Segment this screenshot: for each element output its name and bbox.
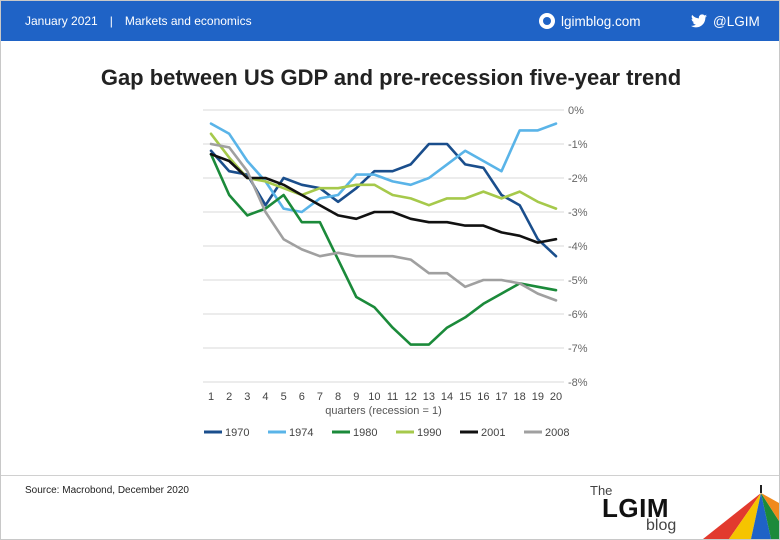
x-tick-label: 2 bbox=[226, 391, 232, 403]
legend-label-1970: 1970 bbox=[225, 427, 249, 439]
y-tick-label: -5% bbox=[568, 275, 588, 287]
x-tick-label: 20 bbox=[550, 391, 562, 403]
line-chart: 0%-1%-2%-3%-4%-5%-6%-7%-8%1 2 3 4 5 6 7 8 9 10 11 1… bbox=[203, 105, 588, 439]
site-link[interactable]: lgimblog.com bbox=[539, 9, 641, 33]
twitter-link[interactable]: @LGIM bbox=[691, 9, 760, 33]
y-tick-label: -3% bbox=[568, 207, 588, 219]
header-left: January 2021 | Markets and economics bbox=[25, 14, 252, 28]
x-tick-label: 10 bbox=[368, 391, 380, 403]
series-line-1974 bbox=[209, 122, 558, 214]
header-date: January 2021 bbox=[25, 14, 98, 28]
series-line-1990 bbox=[209, 132, 558, 210]
x-tick-label: 8 bbox=[335, 391, 341, 403]
x-tick-label: 4 bbox=[262, 391, 268, 403]
x-tick-label: 3 bbox=[244, 391, 250, 403]
y-tick-label: -6% bbox=[568, 309, 588, 321]
logo-lgim: LGIM bbox=[602, 493, 669, 523]
umbrella-icon bbox=[703, 485, 779, 539]
lgim-blog-logo: The LGIM blog bbox=[586, 481, 779, 539]
legend-label-2001: 2001 bbox=[481, 427, 505, 439]
x-tick-label: 1 bbox=[208, 391, 214, 403]
header-section[interactable]: Markets and economics bbox=[124, 14, 252, 28]
header-bar: January 2021 | Markets and economics lgimb… bbox=[1, 1, 779, 41]
x-axis-label: quarters (recession = 1) bbox=[325, 405, 441, 417]
legend-label-1990: 1990 bbox=[417, 427, 441, 439]
logo-the: The bbox=[590, 483, 613, 498]
globe-icon bbox=[539, 13, 555, 29]
twitter-handle: @LGIM bbox=[713, 13, 760, 29]
y-tick-label: -4% bbox=[568, 241, 588, 253]
y-tick-label: -2% bbox=[568, 173, 588, 185]
footer-divider bbox=[1, 475, 779, 476]
x-tick-label: 14 bbox=[441, 391, 453, 403]
x-tick-label: 7 bbox=[317, 391, 323, 403]
x-tick-label: 16 bbox=[477, 391, 489, 403]
legend-label-1974: 1974 bbox=[289, 427, 313, 439]
twitter-bird-icon bbox=[691, 14, 707, 28]
x-tick-label: 17 bbox=[495, 391, 507, 403]
x-tick-label: 12 bbox=[405, 391, 417, 403]
y-tick-label: -8% bbox=[568, 377, 588, 389]
y-tick-label: -1% bbox=[568, 139, 588, 151]
x-tick-label: 11 bbox=[387, 391, 398, 403]
x-tick-label: 5 bbox=[281, 391, 287, 403]
legend-label-1980: 1980 bbox=[353, 427, 377, 439]
x-tick-label: 19 bbox=[532, 391, 544, 403]
series-line-1970 bbox=[209, 142, 558, 258]
series-line-2001 bbox=[209, 152, 558, 244]
x-tick-label: 15 bbox=[459, 391, 471, 403]
x-tick-label: 13 bbox=[423, 391, 435, 403]
x-tick-label: 9 bbox=[353, 391, 359, 403]
site-label: lgimblog.com bbox=[561, 13, 641, 29]
chart-title: Gap between US GDP and pre-recession fiv… bbox=[100, 65, 682, 90]
x-tick-label: 6 bbox=[299, 391, 305, 403]
legend-label-2008: 2008 bbox=[545, 427, 569, 439]
header-separator: | bbox=[109, 14, 113, 28]
x-tick-label: 18 bbox=[514, 391, 526, 403]
series-line-1980 bbox=[209, 152, 558, 346]
series-line-2008 bbox=[209, 142, 558, 302]
source-note: Source: Macrobond, December 2020 bbox=[25, 485, 189, 496]
y-tick-label: 0% bbox=[568, 105, 584, 117]
logo-blog: blog bbox=[646, 517, 677, 534]
y-tick-label: -7% bbox=[568, 343, 588, 355]
